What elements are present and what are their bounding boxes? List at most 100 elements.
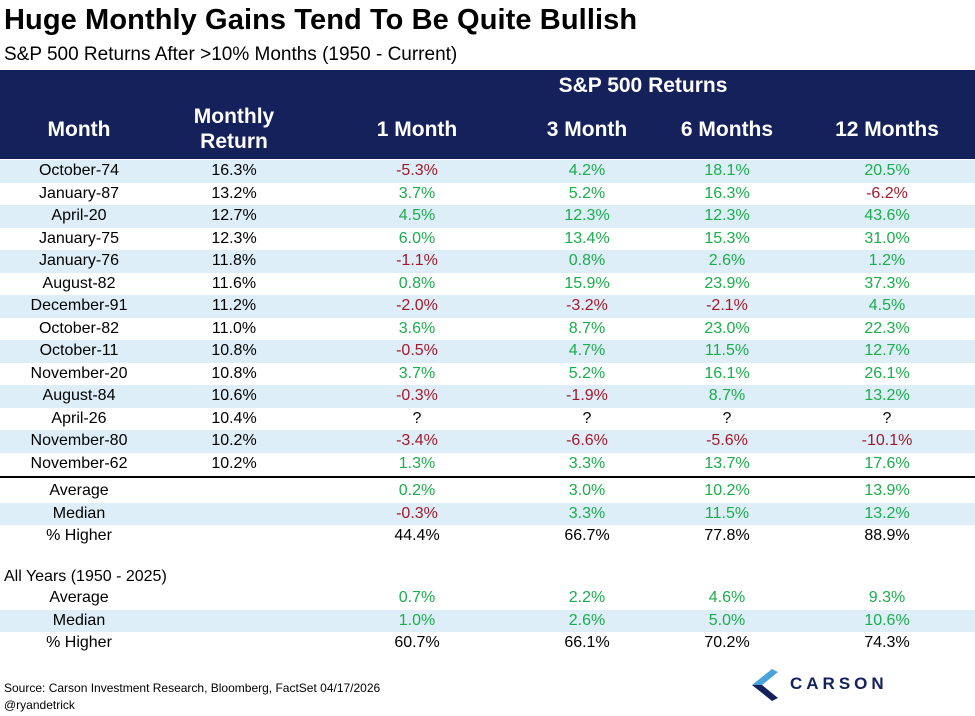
cell-6-months: 11.5% [704,342,750,359]
cell-6-months: 8.7% [708,387,746,404]
cell-12-months: 37.3% [864,274,910,292]
cell-monthly-return: 11.2% [211,297,257,314]
summary-label: Median [52,504,106,522]
summary-6-months: 10.2% [704,482,750,499]
cell-12-months: 13.2% [864,387,910,404]
cell-monthly-return: 16.3% [211,162,257,179]
cell-3-month: 0.8% [568,252,606,269]
cell-1-month: -0.3% [396,387,438,404]
cell-monthly-return: 10.2% [211,454,257,472]
col-header-1-month: 1 Month [376,118,458,141]
cell-12-months: 31.0% [864,229,910,247]
cell-1-month: -5.3% [396,162,438,179]
cell-monthly-return: 11.8% [211,252,257,269]
summary-12-months: 9.3% [868,589,906,606]
summary-label: Median [52,611,106,629]
cell-3-month: 8.7% [568,319,606,337]
cell-3-month: -6.6% [566,432,608,449]
col-header-monthly-return: Monthly Return [193,105,275,153]
table-row: April-26 10.4%???? [0,408,975,431]
cell-12-months: 20.5% [864,162,910,179]
summary-1-month: 1.0% [398,611,436,629]
summary-row: % Higher 44.4% 66.7% 77.8% 88.9% [0,525,975,548]
summary-12-months: 88.9% [864,527,910,544]
cell-6-months: -2.1% [706,297,748,314]
table-row: November-62 10.2% 1.3% 3.3% 13.7% 17.6% [0,453,975,476]
table-row: December-91 11.2% -2.0% -3.2% -2.1% 4.5% [0,295,975,318]
cell-1-month: -2.0% [396,297,438,314]
summary-6-months: 11.5% [704,504,750,522]
cell-monthly-return: 10.8% [211,342,257,359]
cell-1-month: 3.6% [398,319,436,337]
cell-6-months: 23.9% [704,274,750,292]
cell-monthly-return: 10.4% [211,409,257,427]
summary-row: Average 0.2% 3.0% 10.2% 13.9% [0,480,975,503]
cell-month: October-11 [39,342,119,359]
cell-1-month: 1.3% [398,454,436,472]
cell-month: April-26 [51,409,107,427]
summary-6-months: 70.2% [704,634,750,651]
all-years-label: All Years (1950 - 2025) [4,568,167,585]
cell-monthly-return: 12.3% [211,229,257,247]
table-row: November-20 10.8% 3.7% 5.2% 16.1% 26.1% [0,363,975,386]
summary-label: % Higher [46,527,112,544]
cell-3-month: -3.2% [566,297,608,314]
group-header-sp500-returns: S&P 500 Returns [558,74,728,97]
table-row: November-80 10.2% -3.4% -6.6% -5.6% -10.1% [0,430,975,453]
summary-12-months: 74.3% [864,634,910,651]
table-row: August-82 11.6% 0.8% 15.9% 23.9% 37.3% [0,273,975,296]
cell-12-months: 17.6% [864,454,910,472]
summary-12-months: 10.6% [864,611,910,629]
carson-logo: CARSON [748,666,898,704]
cell-month: December-91 [30,297,128,314]
cell-month: November-62 [30,454,128,472]
cell-month: January-76 [38,252,120,269]
cell-6-months: 12.3% [704,207,750,224]
cell-3-month: 4.7% [568,342,606,359]
cell-3-month: 3.3% [568,454,606,472]
cell-6-months: 16.1% [704,364,750,382]
cell-12-months: ? [882,409,892,427]
summary-1-month: 0.2% [398,482,436,499]
cell-3-month: -1.9% [566,387,608,404]
table-row: October-82 11.0% 3.6% 8.7% 23.0% 22.3% [0,318,975,341]
cell-month: November-80 [30,432,128,449]
cell-monthly-return: 13.2% [211,184,257,202]
cell-3-month: 5.2% [568,364,606,382]
summary-1-month: 60.7% [394,634,440,651]
summary-6-months: 5.0% [708,611,746,629]
cell-1-month: -0.5% [396,342,438,359]
cell-12-months: 22.3% [864,319,910,337]
col-header-6-months: 6 Months [680,118,774,141]
cell-1-month: ? [412,409,422,427]
table-row: January-76 11.8% -1.1% 0.8% 2.6% 1.2% [0,250,975,273]
col-header-month: Month [47,118,111,141]
cell-6-months: 16.3% [704,184,750,202]
cell-6-months: 23.0% [704,319,750,337]
summary-6-months: 77.8% [704,527,750,544]
cell-3-month: 15.9% [564,274,610,292]
summary-label: % Higher [46,634,112,651]
source-note: Source: Carson Investment Research, Bloo… [4,681,381,695]
cell-month: January-87 [38,184,120,202]
cell-12-months: 12.7% [864,342,910,359]
cell-1-month: -3.4% [396,432,438,449]
cell-6-months: 15.3% [704,229,750,247]
cell-3-month: ? [582,409,592,427]
cell-monthly-return: 11.6% [211,274,257,292]
table-row: January-87 13.2% 3.7% 5.2% 16.3% -6.2% [0,183,975,206]
cell-12-months: 4.5% [868,297,906,314]
cell-1-month: 3.7% [398,364,436,382]
cell-6-months: -5.6% [706,432,748,449]
cell-month: October-74 [38,162,120,179]
cell-month: October-82 [38,319,120,337]
table-row: August-84 10.6% -0.3% -1.9% 8.7% 13.2% [0,385,975,408]
page-subtitle: S&P 500 Returns After >10% Months (1950 … [4,44,458,65]
cell-monthly-return: 10.6% [211,387,257,404]
summary-3-month: 2.2% [568,589,606,606]
carson-logo-text: CARSON [790,674,888,693]
cell-month: January-75 [38,229,120,247]
cell-monthly-return: 12.7% [211,207,257,224]
col-header-12-months: 12 Months [835,118,939,141]
summary-row: Median -0.3% 3.3% 11.5% 13.2% [0,502,975,525]
